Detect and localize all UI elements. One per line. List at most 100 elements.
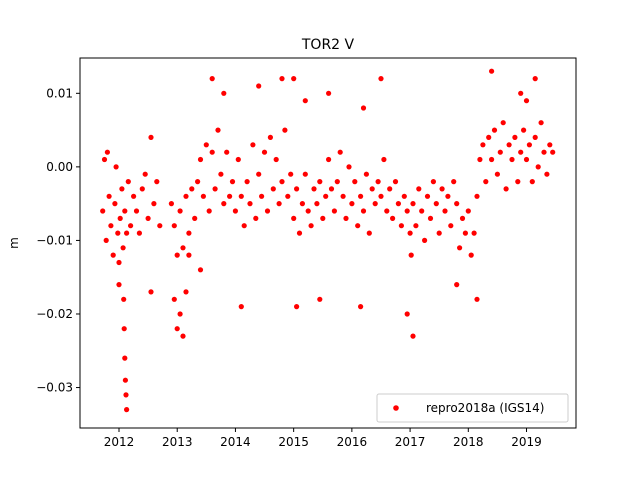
- data-point: [477, 156, 483, 163]
- data-point: [474, 296, 480, 302]
- data-point: [509, 156, 515, 163]
- data-point: [462, 230, 468, 236]
- data-point: [261, 149, 268, 155]
- data-point: [416, 186, 422, 192]
- data-point: [244, 179, 250, 185]
- data-point: [279, 179, 285, 185]
- data-point: [497, 149, 503, 155]
- data-point: [171, 223, 177, 229]
- data-point: [276, 201, 282, 207]
- data-point: [395, 201, 401, 207]
- data-point: [363, 171, 369, 177]
- data-point: [384, 208, 390, 214]
- data-point: [186, 252, 192, 258]
- data-point: [121, 326, 127, 332]
- data-point: [206, 208, 212, 214]
- data-point: [123, 392, 129, 398]
- data-point: [116, 259, 122, 266]
- data-point: [183, 193, 189, 199]
- data-point: [151, 201, 157, 207]
- data-point: [320, 215, 326, 221]
- data-point: [349, 201, 355, 207]
- data-point: [419, 208, 425, 214]
- data-point: [195, 179, 201, 185]
- data-point: [291, 215, 297, 221]
- data-point: [355, 223, 361, 229]
- data-point: [378, 193, 384, 199]
- data-point: [314, 201, 320, 207]
- data-point: [122, 355, 128, 361]
- data-point: [445, 193, 451, 199]
- data-point: [483, 179, 489, 185]
- x-tick-label: 2017: [395, 435, 426, 449]
- data-point: [131, 193, 137, 199]
- data-point: [124, 407, 130, 413]
- data-point: [433, 201, 439, 207]
- data-point: [323, 193, 329, 199]
- data-point: [192, 215, 198, 221]
- data-point: [212, 186, 218, 192]
- data-point: [108, 223, 114, 229]
- data-point: [171, 296, 177, 302]
- data-point: [317, 179, 323, 185]
- data-point: [235, 156, 241, 163]
- data-point: [104, 149, 110, 155]
- data-point: [177, 208, 183, 214]
- data-point: [369, 186, 375, 192]
- data-point: [121, 296, 127, 302]
- data-point: [518, 149, 524, 155]
- data-point: [296, 230, 303, 236]
- data-point: [381, 156, 387, 163]
- data-point: [448, 223, 454, 229]
- data-point: [326, 156, 332, 163]
- x-tick-label: 2018: [453, 435, 484, 449]
- data-point: [346, 164, 352, 170]
- data-point: [340, 193, 346, 199]
- data-point: [115, 230, 121, 236]
- data-point: [238, 193, 244, 199]
- data-point: [180, 333, 186, 339]
- data-point: [148, 134, 154, 140]
- data-point: [273, 156, 279, 163]
- data-point: [247, 201, 253, 207]
- data-point: [157, 223, 163, 229]
- data-point: [250, 142, 256, 148]
- data-point: [154, 179, 160, 185]
- x-axis: 2012 2013 2014 2015 2016 2017 2018 2019: [104, 428, 542, 449]
- data-point: [189, 186, 195, 192]
- data-point: [302, 98, 308, 104]
- data-point: [401, 193, 407, 199]
- data-point: [142, 171, 148, 177]
- data-point: [270, 186, 276, 192]
- data-point: [408, 252, 414, 258]
- x-tick-label: 2019: [511, 435, 542, 449]
- data-point: [256, 83, 262, 89]
- data-point: [480, 142, 486, 148]
- data-point: [410, 201, 416, 207]
- x-tick-label: 2014: [220, 435, 251, 449]
- data-point: [529, 179, 535, 185]
- y-axis: −0.03 −0.02 −0.01 0.00 0.01: [36, 86, 80, 395]
- data-point: [422, 237, 428, 243]
- data-point: [294, 186, 300, 192]
- data-point: [128, 223, 134, 229]
- data-point: [491, 127, 498, 133]
- data-point: [427, 215, 434, 221]
- data-point: [366, 230, 372, 236]
- data-point: [337, 149, 343, 155]
- data-point: [523, 98, 530, 104]
- data-point: [436, 230, 442, 236]
- data-point: [454, 201, 460, 207]
- data-point: [229, 179, 236, 185]
- data-point: [515, 179, 521, 185]
- data-point: [326, 90, 332, 96]
- data-point: [407, 230, 413, 236]
- data-point: [521, 127, 527, 133]
- data-point: [454, 282, 460, 288]
- data-point: [451, 179, 457, 185]
- data-point: [221, 90, 227, 96]
- data-point: [279, 76, 285, 82]
- data-point: [430, 179, 436, 185]
- data-point: [183, 289, 189, 295]
